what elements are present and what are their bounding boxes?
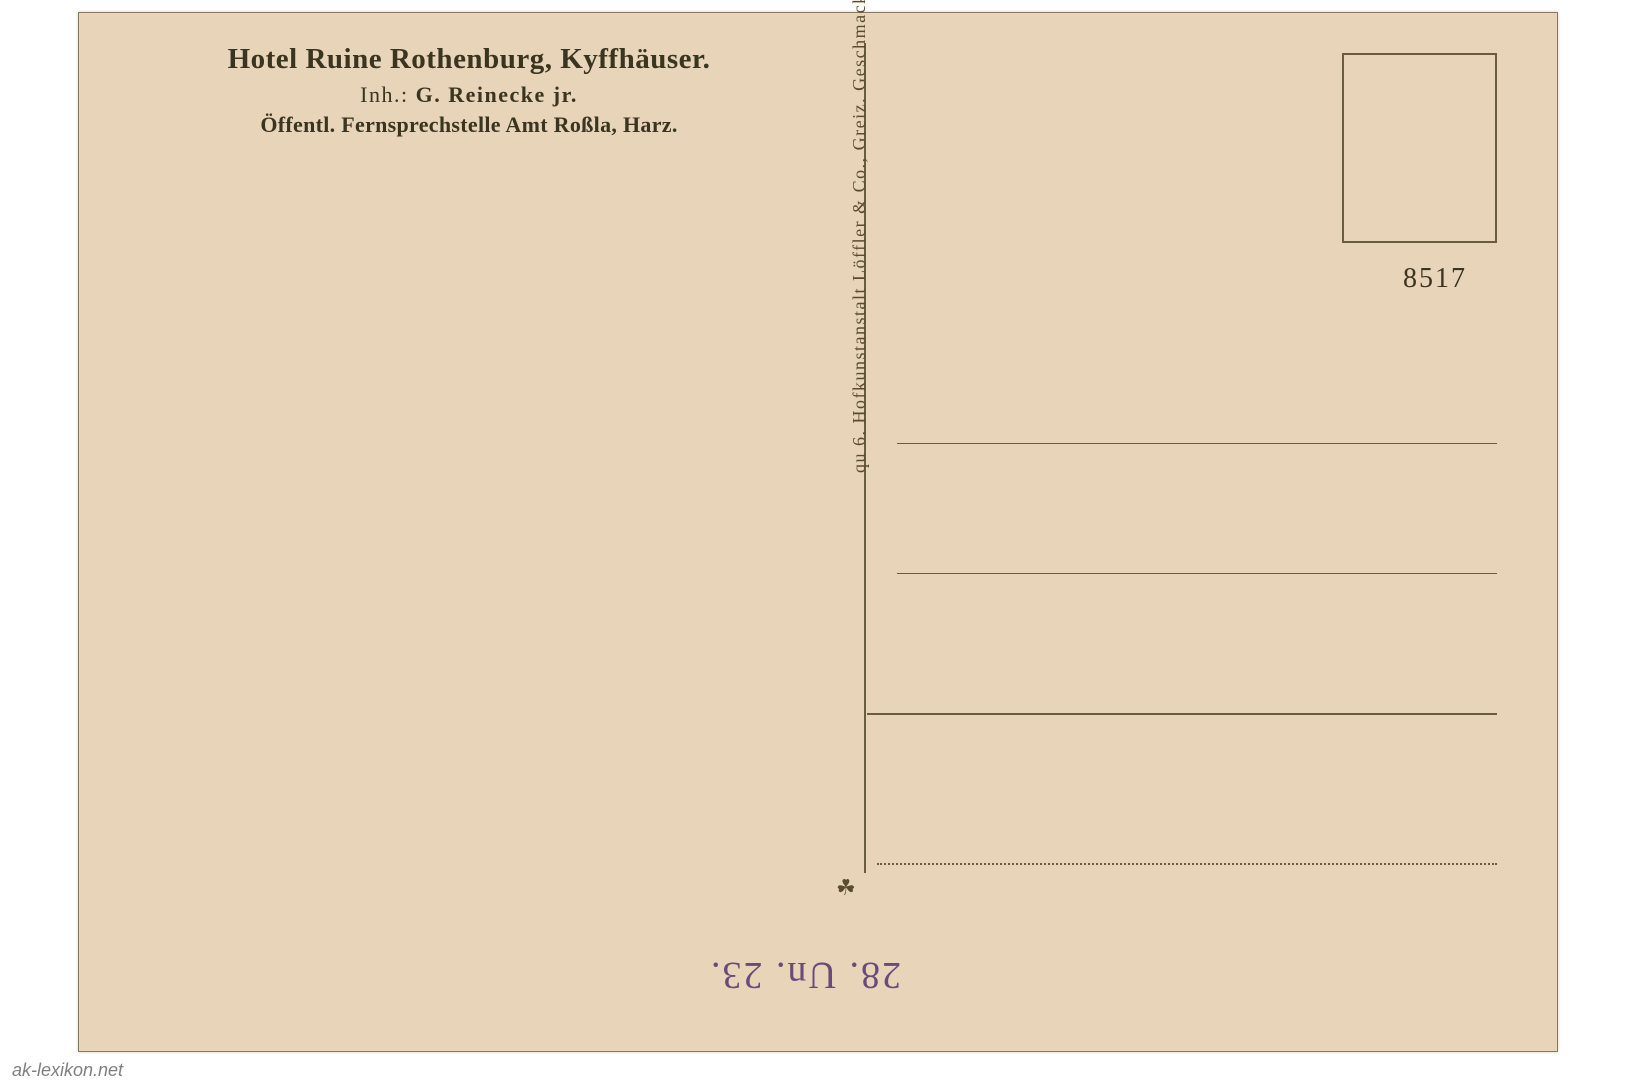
card-number: 8517 [1403, 263, 1467, 295]
address-line-1 [897, 443, 1497, 444]
postcard-back: Hotel Ruine Rothenburg, Kyffhäuser. Inh.… [78, 12, 1558, 1052]
clover-icon: ☘ [836, 875, 856, 901]
address-line-3 [867, 713, 1497, 715]
hotel-title: Hotel Ruine Rothenburg, Kyffhäuser. [119, 43, 819, 76]
telephone-info: Öffentl. Fernsprechstelle Amt Roßla, Har… [119, 112, 819, 138]
header-block: Hotel Ruine Rothenburg, Kyffhäuser. Inh.… [119, 43, 819, 138]
publisher-imprint: qu 6. Hofkunstanstalt Löffler & Co., Gre… [849, 0, 870, 473]
watermark: ak-lexikon.net [12, 1060, 123, 1081]
owner-line: Inh.: G. Reinecke jr. [119, 82, 819, 108]
stamp-box [1342, 53, 1497, 243]
owner-name: G. Reinecke jr. [416, 82, 578, 107]
address-dotted-line [877, 863, 1497, 865]
handwritten-date: 28. Un. 23. [709, 953, 901, 997]
address-line-2 [897, 573, 1497, 574]
owner-prefix: Inh.: [360, 82, 415, 107]
